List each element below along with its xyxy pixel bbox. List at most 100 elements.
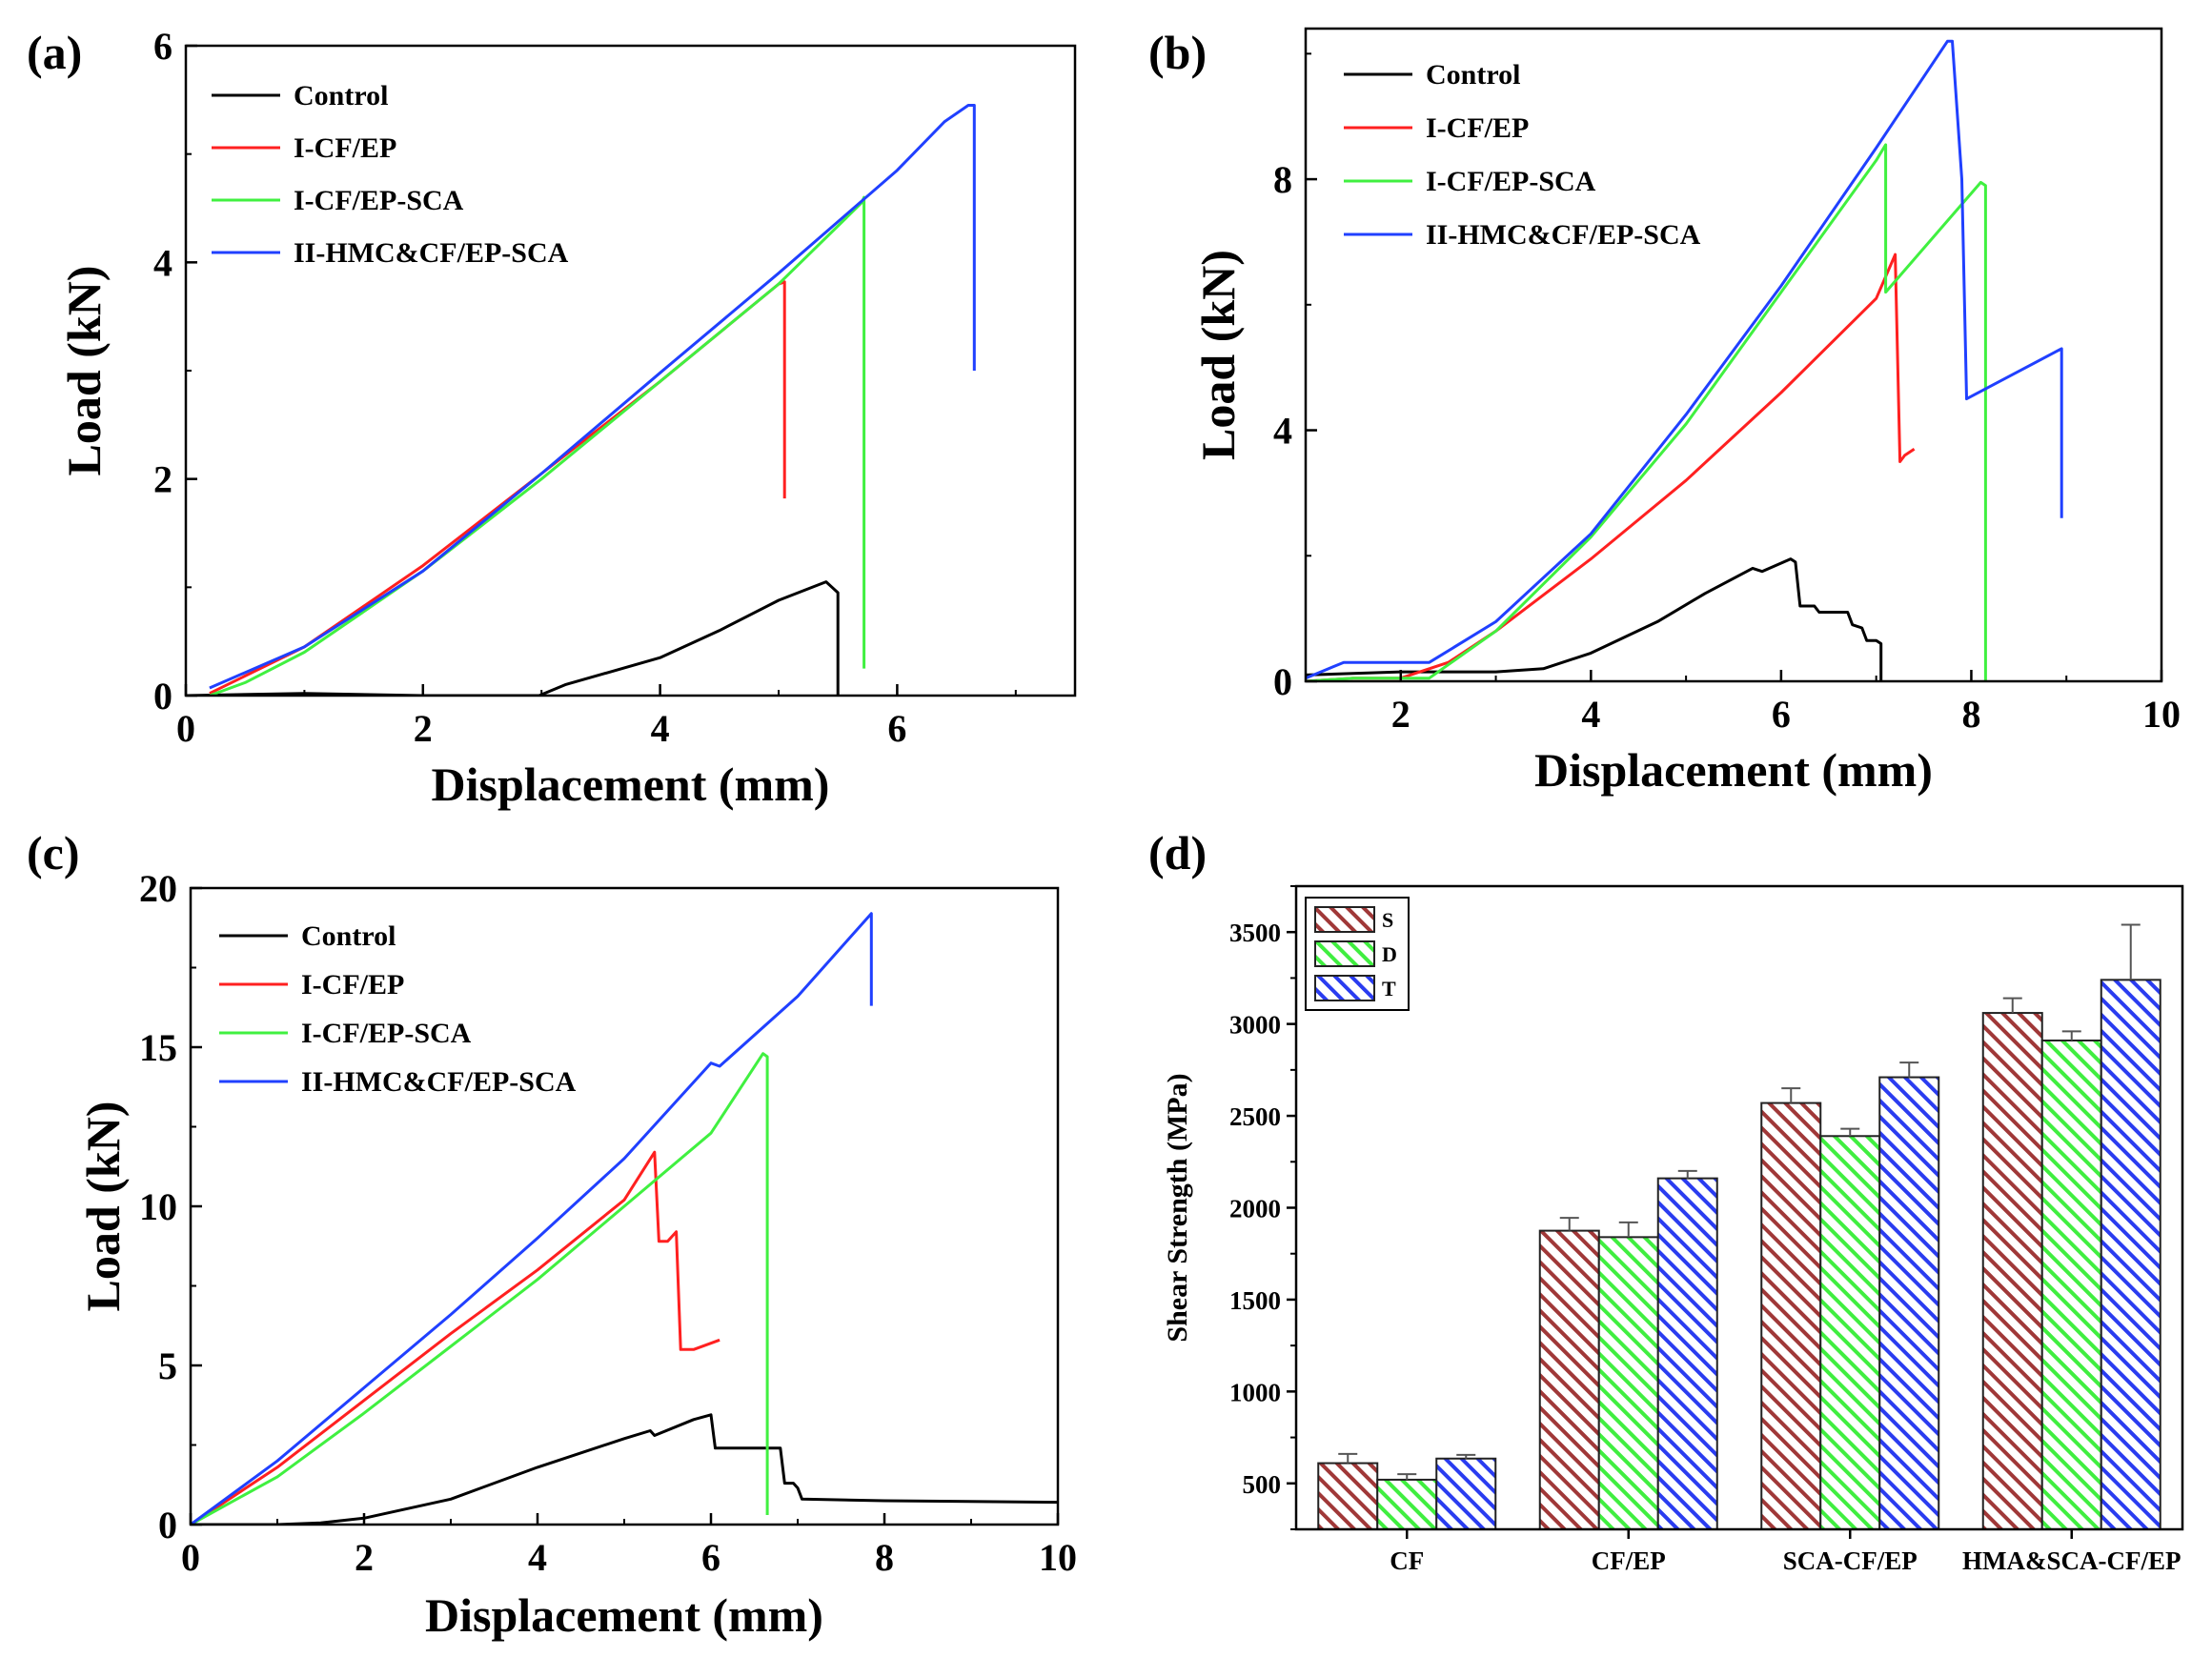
legend-label: I-CF/EP-SCA	[294, 185, 464, 216]
y-tick-label: 20	[139, 867, 177, 910]
y-tick-label: 3000	[1229, 1011, 1281, 1040]
y-axis-title: Load (kN)	[1191, 250, 1245, 460]
x-tick-label: 2	[414, 707, 433, 750]
x-tick-label: 4	[651, 707, 670, 750]
x-tick-label: 2	[1391, 693, 1410, 736]
bar-D-cf-ep	[1597, 1236, 1659, 1531]
series-line-ii-hmc-cf-ep-sca	[209, 104, 976, 690]
x-tick-label: 6	[887, 707, 906, 750]
x-axis-title: Displacement (mm)	[425, 1588, 823, 1642]
series-line-i-cf-ep-sca	[191, 1052, 769, 1525]
bar-D-hma-sca-cf-ep	[2040, 1040, 2102, 1530]
legend-label: II-HMC&CF/EP-SCA	[294, 237, 569, 269]
x-tick-label: 8	[875, 1536, 894, 1579]
series-line-control	[1306, 557, 1883, 681]
panel-letter: (a)	[27, 26, 82, 79]
bar-T-cf-ep	[1656, 1177, 1718, 1530]
bar-S-cf	[1317, 1462, 1379, 1530]
series-line-control	[186, 580, 840, 696]
x-axis-title: Displacement (mm)	[432, 758, 830, 811]
y-tick-label: 10	[139, 1185, 177, 1228]
bar-S-cf-ep	[1538, 1229, 1600, 1531]
panel-1: (b) 2 4 6 8 10 0 4 8 Displacement (mm) Load (kN) Co…	[1148, 26, 2181, 797]
panel-letter: (b)	[1148, 26, 1207, 79]
bar-T-sca-cf-ep	[1878, 1076, 1940, 1530]
y-tick-label: 0	[158, 1504, 177, 1546]
legend: Control I-CF/EP I-CF/EP-SCA II-HMC&CF/EP-SC…	[1344, 59, 1701, 251]
legend: Control I-CF/EP I-CF/EP-SCA II-HMC&CF/EP-SC…	[219, 920, 577, 1098]
plot-frame	[1304, 27, 2163, 683]
series-line-i-cf-ep	[209, 280, 786, 696]
bar-T-hma-sca-cf-ep	[2100, 979, 2161, 1531]
legend: Control I-CF/EP I-CF/EP-SCA II-HMC&CF/EP-SC…	[212, 80, 569, 269]
x-axis-title: Displacement (mm)	[1534, 743, 1933, 797]
series-line-i-cf-ep-sca	[1306, 143, 1987, 681]
bar-D-cf	[1376, 1478, 1438, 1531]
legend-swatch	[1314, 975, 1375, 1001]
legend-swatch	[1314, 940, 1375, 967]
legend-label: I-CF/EP-SCA	[301, 1018, 472, 1049]
legend-label: Control	[1426, 59, 1520, 91]
legend-label: S	[1382, 908, 1393, 932]
legend-label: Control	[294, 80, 388, 111]
x-tick-label: 6	[701, 1536, 720, 1579]
panel-letter: (d)	[1148, 826, 1207, 879]
panel-2: (c) 0 2 4 6 8 10 0 5 10 15 20 Displacement (mm) Load …	[27, 826, 1077, 1642]
panel-0: (a) 0 2 4 6 0 2 4 6 Displacement (mm) Load (kN) Con…	[27, 25, 1077, 811]
series-line-ii-hmc-cf-ep-sca	[1306, 39, 2063, 680]
x-tick-label: 0	[176, 707, 195, 750]
x-tick-label: SCA-CF/EP	[1783, 1546, 1918, 1575]
y-axis-title: Load (kN)	[76, 1101, 130, 1312]
panel-3: (d) CF CF/EP SCA-CF/EP HMA&SCA-CF/EP 500 1000 1…	[1148, 826, 2184, 1575]
x-tick-label: 6	[1772, 693, 1791, 736]
series-line-i-cf-ep	[1306, 253, 1916, 681]
y-tick-label: 4	[153, 241, 172, 284]
series-line-ii-hmc-cf-ep-sca	[191, 912, 873, 1525]
y-tick-label: 5	[158, 1344, 177, 1387]
y-tick-label: 2	[153, 458, 172, 501]
x-tick-label: 10	[2142, 693, 2181, 736]
x-tick-label: HMA&SCA-CF/EP	[1962, 1546, 2181, 1575]
legend-label: I-CF/EP	[1426, 112, 1529, 144]
x-tick-label: 4	[1581, 693, 1600, 736]
y-tick-label: 3500	[1229, 919, 1281, 947]
bar-S-hma-sca-cf-ep	[1981, 1012, 2043, 1530]
legend-label: II-HMC&CF/EP-SCA	[301, 1066, 577, 1098]
y-tick-label: 2000	[1229, 1195, 1281, 1223]
y-tick-label: 15	[139, 1026, 177, 1069]
legend-label: D	[1382, 942, 1397, 966]
y-tick-label: 6	[153, 25, 172, 68]
series-line-i-cf-ep-sca	[209, 195, 866, 696]
y-tick-label: 0	[1273, 660, 1292, 703]
x-tick-label: 0	[181, 1536, 200, 1579]
y-tick-label: 1000	[1229, 1378, 1281, 1406]
y-axis-title: Load (kN)	[57, 266, 111, 476]
x-tick-label: CF/EP	[1592, 1546, 1666, 1575]
y-tick-label: 2500	[1229, 1102, 1281, 1131]
series-line-control	[191, 1413, 1058, 1525]
legend-label: I-CF/EP	[294, 132, 396, 164]
legend-label: II-HMC&CF/EP-SCA	[1426, 219, 1701, 251]
x-tick-label: 4	[528, 1536, 547, 1579]
x-tick-label: 2	[355, 1536, 374, 1579]
bar-T-cf	[1435, 1457, 1497, 1530]
legend-label: T	[1382, 977, 1396, 1000]
legend-label: I-CF/EP-SCA	[1426, 166, 1596, 197]
x-tick-label: 10	[1039, 1536, 1077, 1579]
x-tick-label: CF	[1390, 1546, 1424, 1575]
y-axis-title: Shear Strength (MPa)	[1162, 1073, 1193, 1342]
legend-label: Control	[301, 920, 396, 952]
x-tick-label: 8	[1961, 693, 1980, 736]
y-tick-label: 8	[1273, 158, 1292, 201]
y-tick-label: 1500	[1229, 1286, 1281, 1315]
panel-letter: (c)	[27, 826, 80, 879]
series-line-i-cf-ep	[191, 1150, 720, 1525]
bar-D-sca-cf-ep	[1819, 1135, 1881, 1531]
legend-label: I-CF/EP	[301, 969, 404, 1000]
y-tick-label: 0	[153, 675, 172, 717]
y-tick-label: 4	[1273, 410, 1292, 453]
y-tick-label: 500	[1243, 1470, 1282, 1499]
legend: SDT	[1305, 897, 1410, 1011]
bar-S-sca-cf-ep	[1760, 1101, 1822, 1530]
